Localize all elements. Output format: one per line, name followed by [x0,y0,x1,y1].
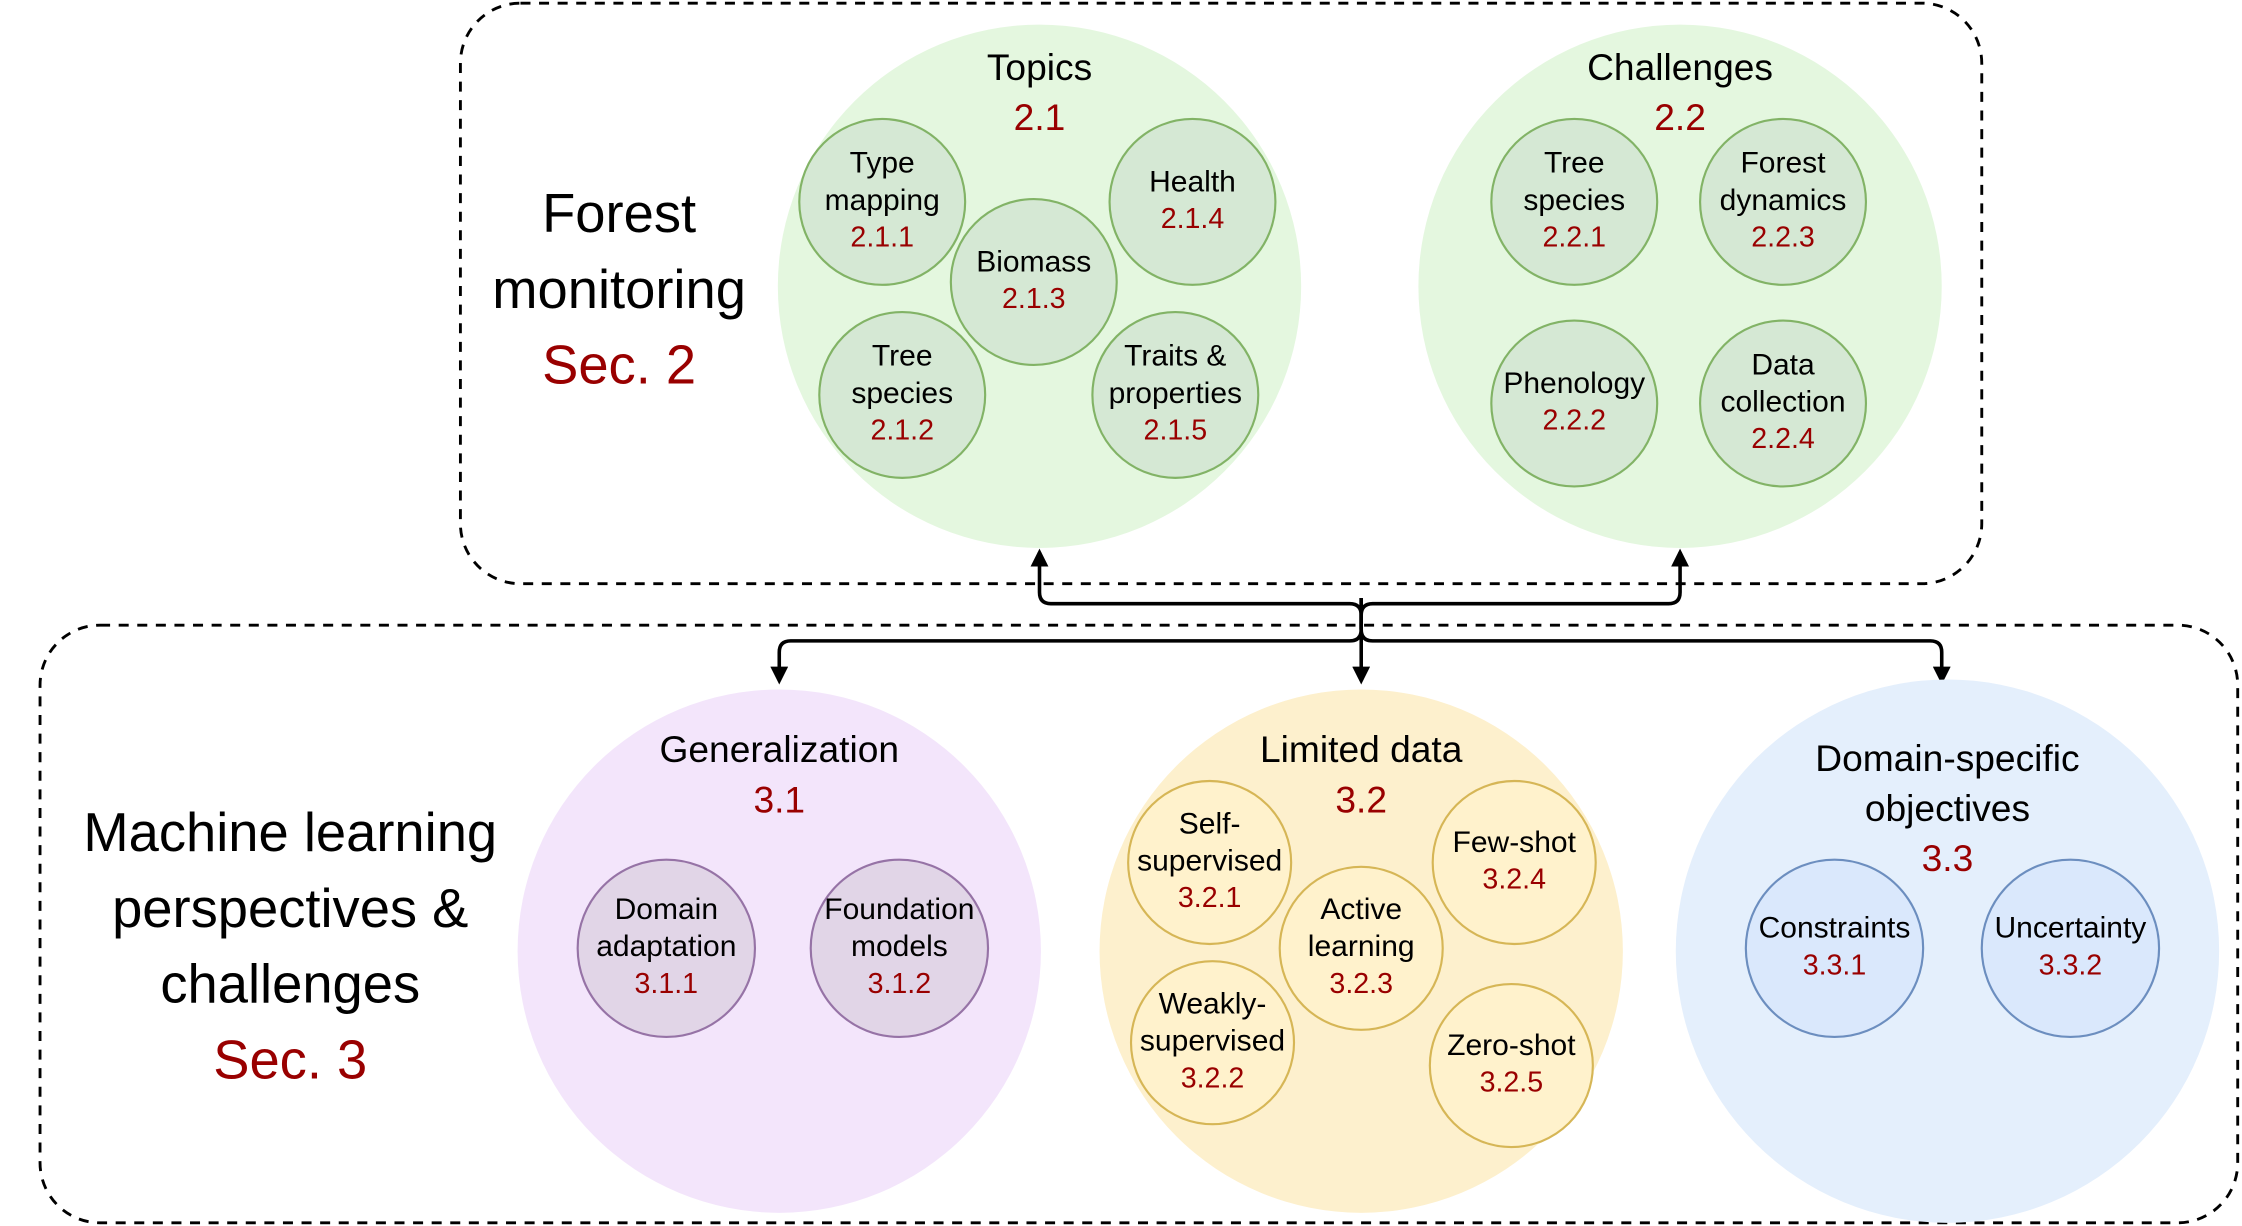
node-circle [576,858,757,1039]
node-circle [1431,779,1597,946]
node-number: 2.1.5 [1144,415,1208,447]
node-label: dynamics [1720,184,1847,217]
node-number: 3.2.3 [1329,968,1393,1000]
node-label: collection [1720,385,1845,418]
node-circle [798,117,967,286]
node-circle [1744,858,1925,1039]
node-number: 2.2.4 [1751,423,1815,455]
node-label: Health [1149,165,1236,198]
node-number: 3.2.5 [1480,1067,1544,1099]
node-circle [1127,779,1293,946]
node-label: Self- [1179,807,1241,840]
node-label: models [851,930,948,963]
node-label: supervised [1137,844,1282,877]
node-number: 3.2.4 [1482,864,1546,896]
node-label: Active [1320,893,1402,926]
node-label: Zero-shot [1447,1029,1576,1062]
node-label: Traits & [1124,340,1226,373]
node-circle [1490,117,1659,286]
node-label: Domain [615,893,718,926]
node-label: Foundation [824,893,974,926]
node-label: Weakly- [1159,987,1267,1020]
node-label: Tree [872,340,933,373]
arrows [770,548,1951,685]
group-number: 2.2 [1654,96,1706,138]
node-number: 3.1.2 [868,968,932,1000]
group-title: Generalization [659,728,899,770]
node-label: adaptation [596,930,736,963]
node-number: 3.2.2 [1181,1062,1245,1094]
node-label: Type [850,147,915,180]
node-label: properties [1109,377,1242,410]
node-circle [949,197,1118,366]
node-circle [1699,319,1868,488]
node-number: 2.1.4 [1161,203,1225,235]
group-title: Domain-specific [1815,737,2079,779]
section-box [38,623,2240,1225]
node-circle [1129,960,1296,1126]
node-number: 2.2.3 [1751,222,1815,254]
node-number: 3.3.2 [2039,949,2103,981]
section-ref: Sec. 3 [213,1029,367,1090]
node-label: Data [1751,348,1815,381]
group-number: 3.1 [753,778,805,820]
node-label: Forest [1740,147,1826,180]
node-number: 2.2.2 [1542,405,1606,437]
node-label: species [851,377,953,410]
node-circle [809,858,990,1039]
node-label: learning [1308,930,1415,963]
node-label: Uncertainty [1995,912,2147,945]
node-label: mapping [825,184,940,217]
node-label: species [1523,184,1625,217]
node-number: 3.2.1 [1178,882,1242,914]
section-title: challenges [160,954,420,1015]
group-circle [1675,679,2220,1223]
node-label: Few-shot [1452,826,1576,859]
node-label: Constraints [1759,912,1911,945]
group-circle [517,689,1041,1213]
group-title: Challenges [1587,46,1773,88]
node-circle [1278,865,1444,1031]
node-label: Biomass [976,245,1091,278]
node-number: 2.1.1 [850,222,914,254]
node-circle [1490,319,1659,488]
node-circle [1091,310,1260,479]
node-circle [1699,117,1868,286]
node-circle [1108,117,1277,286]
node-number: 2.1.2 [870,415,934,447]
section-title: perspectives & [112,878,468,939]
node-label: Tree [1544,147,1605,180]
group-title: Limited data [1260,728,1463,770]
node-circle [1980,858,2161,1039]
section-box [458,1,1984,586]
node-label: Phenology [1503,367,1645,400]
section-title: Machine learning [83,802,497,863]
node-number: 3.3.1 [1803,949,1867,981]
group-title: objectives [1865,787,2030,829]
node-label: supervised [1140,1025,1285,1058]
section-ref: Sec. 2 [542,335,696,396]
group-title: Topics [987,46,1092,88]
group-number: 2.1 [1014,96,1066,138]
group-number: 3.3 [1922,837,1974,879]
node-number: 2.2.1 [1542,222,1606,254]
section-title: monitoring [492,259,746,320]
group-number: 3.2 [1335,778,1387,820]
node-number: 2.1.3 [1002,283,1066,315]
node-number: 3.1.1 [635,968,699,1000]
section-title: Forest [542,183,696,244]
node-circle [1428,982,1594,1149]
node-circle [818,310,987,479]
